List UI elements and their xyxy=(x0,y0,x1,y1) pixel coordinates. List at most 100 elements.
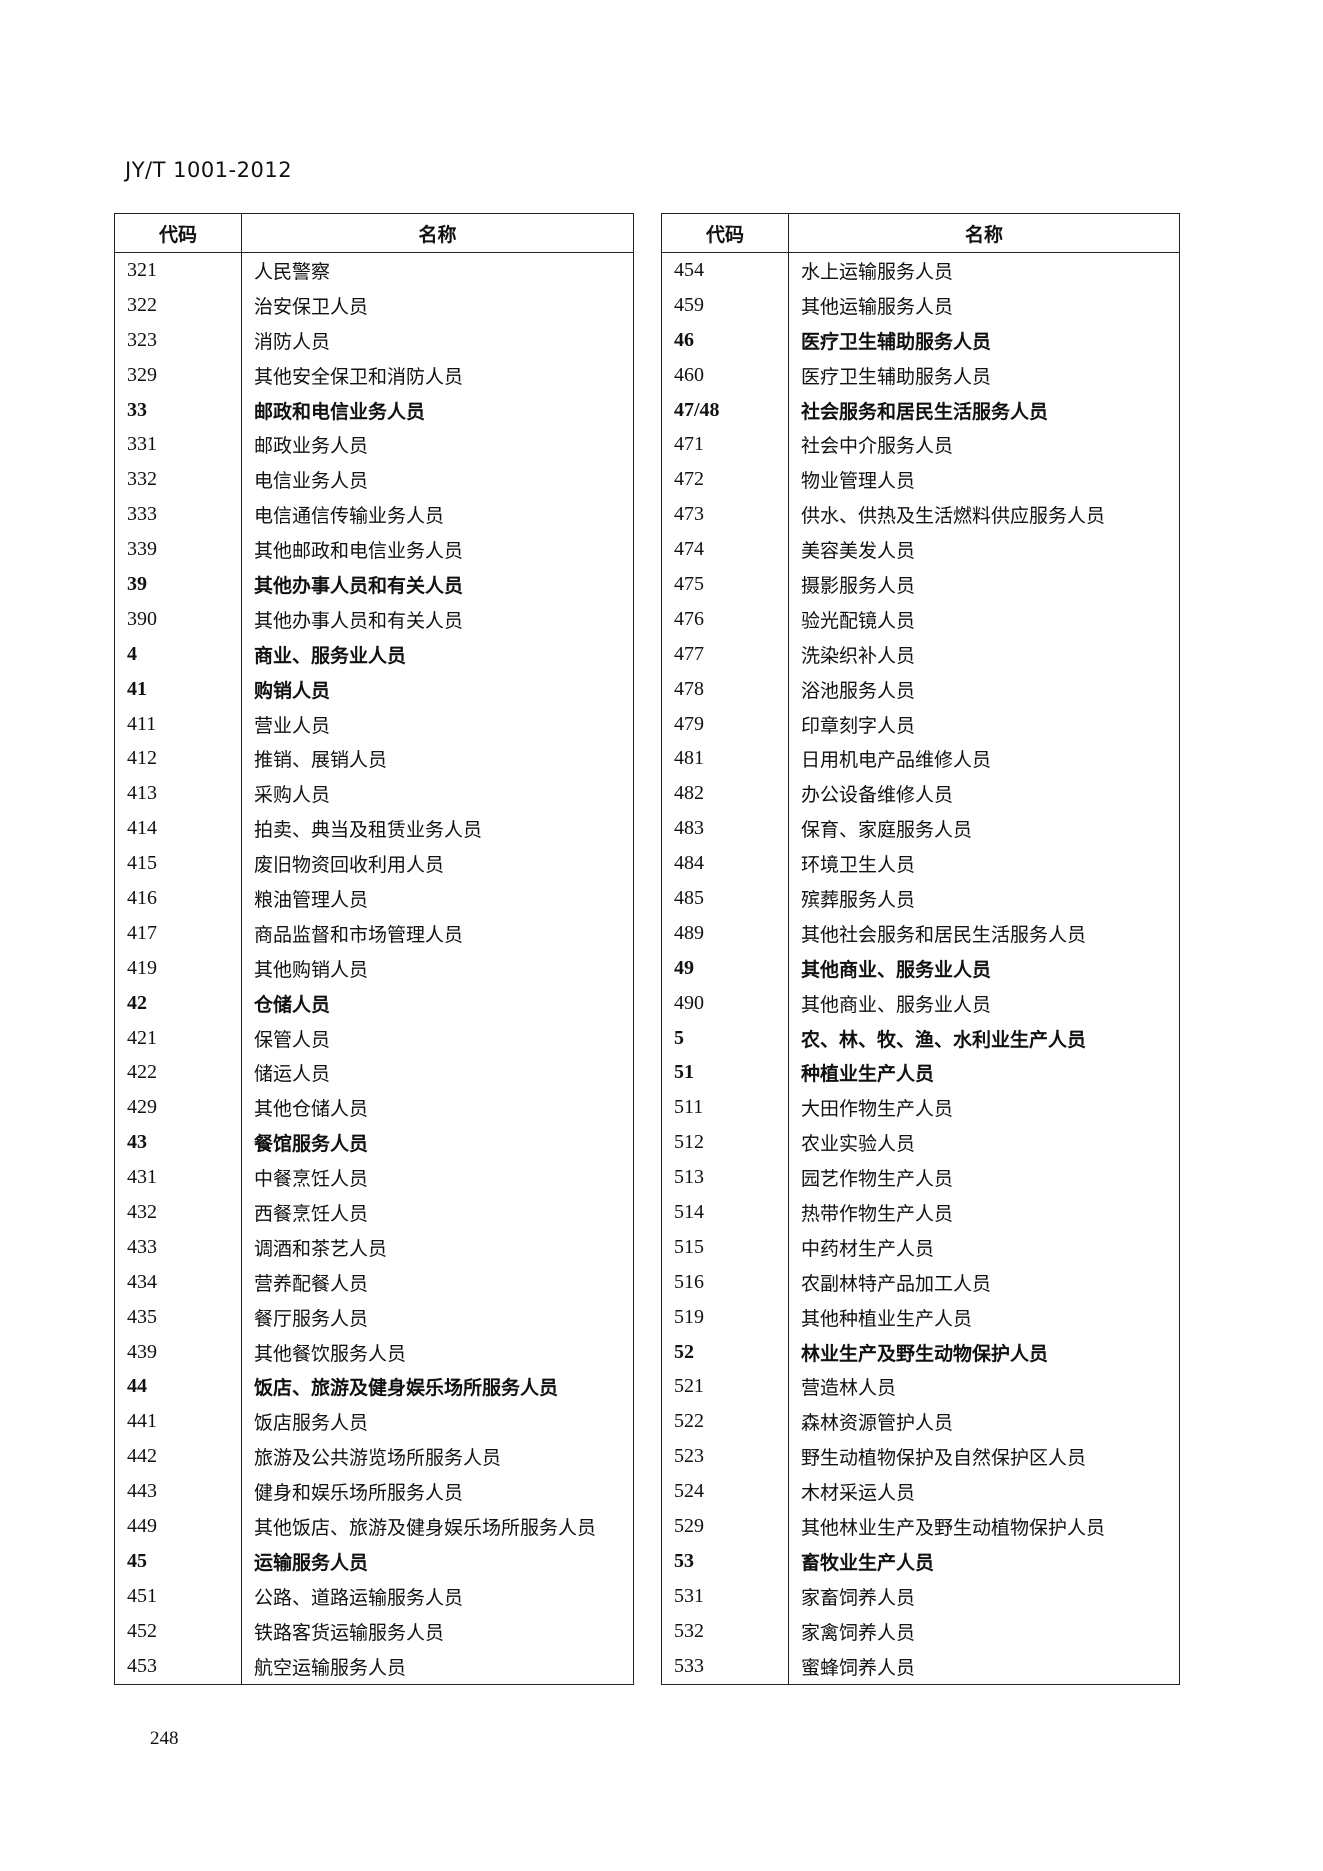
table-row: 484 环境卫生人员 xyxy=(661,846,1180,882)
code-cell: 519 xyxy=(661,1299,789,1335)
table-row: 42 仓储人员 xyxy=(114,985,634,1021)
table-row: 44 饭店、旅游及健身娱乐场所服务人员 xyxy=(114,1369,634,1405)
code-cell: 412 xyxy=(114,741,242,777)
table-row: 439 其他餐饮服务人员 xyxy=(114,1334,634,1370)
name-cell: 邮政业务人员 xyxy=(254,435,369,458)
table-row: 339 其他邮政和电信业务人员 xyxy=(114,532,634,568)
table-row: 51 种植业生产人员 xyxy=(661,1055,1180,1091)
table-row: 453 航空运输服务人员 xyxy=(114,1648,634,1685)
code-cell: 41 xyxy=(114,671,242,707)
name-cell: 摄影服务人员 xyxy=(801,574,916,597)
code-cell: 419 xyxy=(114,950,242,986)
code-cell: 451 xyxy=(114,1578,242,1614)
code-cell: 331 xyxy=(114,427,242,463)
table-row: 513 园艺作物生产人员 xyxy=(661,1160,1180,1196)
code-cell: 332 xyxy=(114,462,242,498)
table-row: 53 畜牧业生产人员 xyxy=(661,1543,1180,1579)
name-cell: 木材采运人员 xyxy=(801,1482,916,1505)
code-cell: 449 xyxy=(114,1509,242,1544)
name-cell: 其他办事人员和有关人员 xyxy=(254,574,464,597)
table-row: 442 旅游及公共游览场所服务人员 xyxy=(114,1439,634,1475)
code-cell: 33 xyxy=(114,392,242,428)
name-cell: 餐厅服务人员 xyxy=(254,1307,369,1330)
table-row: 531 家畜饲养人员 xyxy=(661,1578,1180,1614)
table-row: 473 供水、供热及生活燃料供应服务人员 xyxy=(661,497,1180,533)
name-cell: 森林资源管护人员 xyxy=(801,1412,954,1435)
name-cell: 其他商业、服务业人员 xyxy=(801,993,992,1016)
table-row: 333 电信通信传输业务人员 xyxy=(114,497,634,533)
code-cell: 442 xyxy=(114,1439,242,1475)
code-cell: 489 xyxy=(661,915,789,951)
table-row: 46 医疗卫生辅助服务人员 xyxy=(661,322,1180,358)
name-cell: 购销人员 xyxy=(254,679,331,702)
name-cell: 采购人员 xyxy=(254,784,331,807)
code-cell: 414 xyxy=(114,811,242,847)
code-cell: 512 xyxy=(661,1125,789,1161)
code-cell: 513 xyxy=(661,1160,789,1196)
table-row: 532 家禽饲养人员 xyxy=(661,1613,1180,1649)
table-row: 415 废旧物资回收利用人员 xyxy=(114,846,634,882)
name-cell: 林业生产及野生动物保护人员 xyxy=(801,1342,1049,1365)
name-cell: 电信通信传输业务人员 xyxy=(254,505,445,528)
code-cell: 484 xyxy=(661,846,789,882)
code-cell: 532 xyxy=(661,1613,789,1649)
name-cell: 洗染织补人员 xyxy=(801,644,916,667)
table-row: 429 其他仓储人员 xyxy=(114,1090,634,1126)
code-cell: 322 xyxy=(114,287,242,323)
name-cell: 农、林、牧、渔、水利业生产人员 xyxy=(801,1028,1087,1051)
table-row: 43 餐馆服务人员 xyxy=(114,1125,634,1161)
table-row: 472 物业管理人员 xyxy=(661,462,1180,498)
code-cell: 490 xyxy=(661,985,789,1021)
table-row: 332 电信业务人员 xyxy=(114,462,634,498)
name-cell: 供水、供热及生活燃料供应服务人员 xyxy=(801,505,1106,528)
table-row: 475 摄影服务人员 xyxy=(661,567,1180,602)
table-row: 449 其他饭店、旅游及健身娱乐场所服务人员 xyxy=(114,1509,634,1544)
name-cell: 其他购销人员 xyxy=(254,958,369,981)
code-cell: 49 xyxy=(661,950,789,986)
table-body: 321 人民警察 322 治安保卫人员 323 消防人员 329 其他安全保卫和消防人员 33 邮… xyxy=(114,252,634,1685)
table-row: 434 营养配餐人员 xyxy=(114,1264,634,1300)
name-cell: 殡葬服务人员 xyxy=(801,888,916,911)
table-row: 511 大田作物生产人员 xyxy=(661,1090,1180,1126)
table-row: 331 邮政业务人员 xyxy=(114,427,634,463)
code-cell: 514 xyxy=(661,1195,789,1230)
code-cell: 441 xyxy=(114,1404,242,1440)
name-cell: 废旧物资回收利用人员 xyxy=(254,854,445,877)
name-cell: 畜牧业生产人员 xyxy=(801,1551,935,1574)
name-cell: 社会中介服务人员 xyxy=(801,435,954,458)
name-cell: 水上运输服务人员 xyxy=(801,260,954,283)
name-cell: 印章刻字人员 xyxy=(801,714,916,737)
name-cell: 热带作物生产人员 xyxy=(801,1202,954,1225)
table-row: 321 人民警察 xyxy=(114,252,634,288)
code-cell: 4 xyxy=(114,636,242,672)
code-cell: 51 xyxy=(661,1055,789,1091)
table-row: 460 医疗卫生辅助服务人员 xyxy=(661,357,1180,393)
name-cell: 物业管理人员 xyxy=(801,470,916,493)
code-cell: 459 xyxy=(661,287,789,323)
code-cell: 476 xyxy=(661,601,789,637)
table-row: 49 其他商业、服务业人员 xyxy=(661,950,1180,986)
name-cell: 办公设备维修人员 xyxy=(801,784,954,807)
name-cell: 其他商业、服务业人员 xyxy=(801,958,992,981)
code-cell: 416 xyxy=(114,881,242,916)
table-row: 481 日用机电产品维修人员 xyxy=(661,741,1180,777)
name-cell: 健身和娱乐场所服务人员 xyxy=(254,1482,464,1505)
code-cell: 482 xyxy=(661,776,789,812)
code-cell: 53 xyxy=(661,1543,789,1579)
code-column-header: 代码 xyxy=(661,213,789,253)
table-row: 39 其他办事人员和有关人员 xyxy=(114,567,634,602)
name-cell: 商品监督和市场管理人员 xyxy=(254,923,464,946)
code-cell: 47/48 xyxy=(661,392,789,428)
table-row: 529 其他林业生产及野生动植物保护人员 xyxy=(661,1509,1180,1544)
code-cell: 473 xyxy=(661,497,789,533)
table-row: 514 热带作物生产人员 xyxy=(661,1195,1180,1230)
table-row: 413 采购人员 xyxy=(114,776,634,812)
code-cell: 511 xyxy=(661,1090,789,1126)
code-cell: 422 xyxy=(114,1055,242,1091)
code-cell: 481 xyxy=(661,741,789,777)
name-cell: 验光配镜人员 xyxy=(801,609,916,632)
table-row: 47/48 社会服务和居民生活服务人员 xyxy=(661,392,1180,428)
name-cell: 环境卫生人员 xyxy=(801,854,916,877)
name-cell: 保管人员 xyxy=(254,1028,331,1051)
